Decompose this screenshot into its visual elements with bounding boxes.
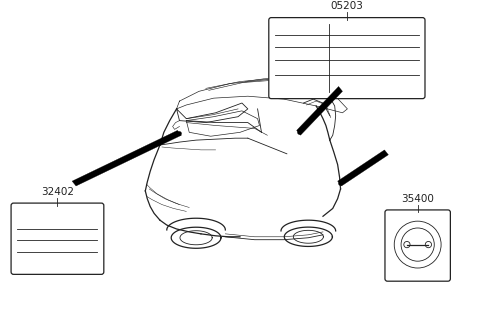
FancyBboxPatch shape: [385, 210, 450, 281]
Polygon shape: [337, 150, 388, 186]
FancyBboxPatch shape: [269, 18, 425, 99]
Polygon shape: [72, 130, 181, 186]
Text: 32402: 32402: [41, 187, 74, 197]
Text: 05203: 05203: [330, 1, 363, 11]
Text: 35400: 35400: [401, 194, 434, 204]
FancyBboxPatch shape: [11, 203, 104, 274]
Polygon shape: [297, 86, 343, 135]
